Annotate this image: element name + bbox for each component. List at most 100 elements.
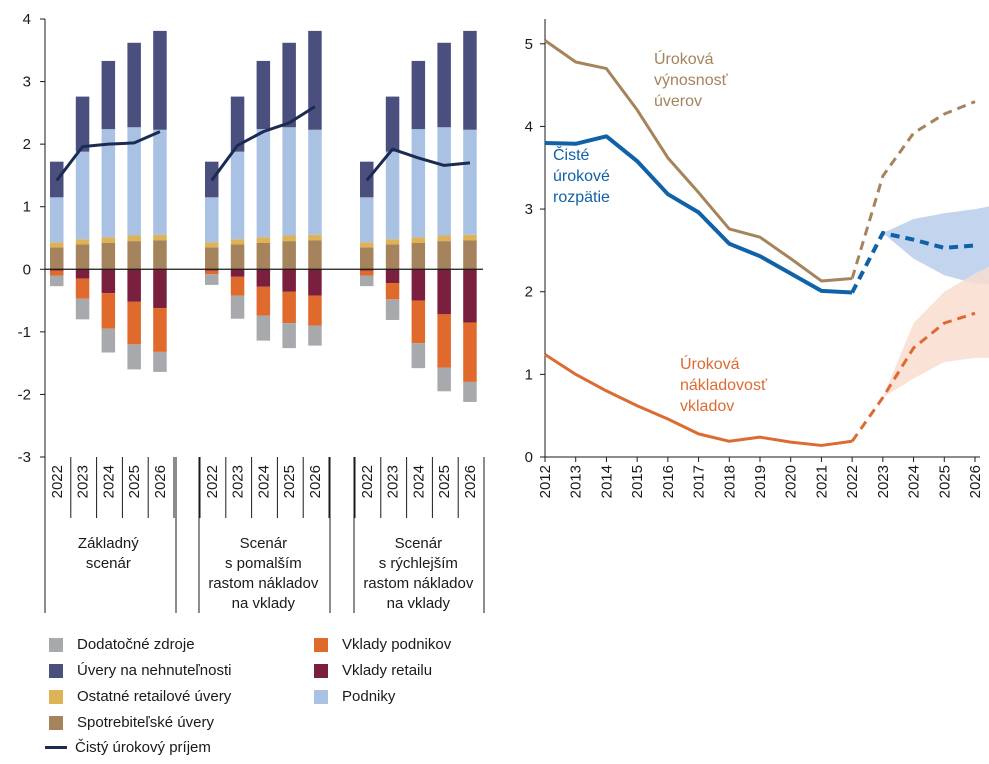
- series-line-actual: [544, 353, 853, 447]
- legend-label: Úvery na nehnuteľnosti: [77, 662, 232, 679]
- y-tick-label: 1: [23, 199, 31, 216]
- bar-segment: [153, 234, 167, 241]
- legend-label: Spotrebiteľské úvery: [77, 714, 214, 731]
- bar-segment: [205, 242, 219, 248]
- bar-segment: [411, 60, 426, 130]
- bar-segment: [205, 270, 219, 275]
- legend-label: Čistý úrokový príjem: [75, 739, 211, 756]
- bar-segment: [256, 243, 271, 270]
- series-line-actual: [544, 134, 853, 295]
- group-label: na vklady: [387, 595, 451, 612]
- bar-segment: [308, 30, 322, 130]
- bar-segment: [153, 351, 167, 372]
- y-tick-label: 2: [23, 136, 31, 153]
- x-tick-label: 2021: [813, 465, 830, 498]
- bar-segment: [463, 322, 477, 382]
- bar-segment: [101, 293, 116, 329]
- bar-segment: [153, 129, 167, 235]
- legend-swatch: [49, 637, 63, 652]
- bar-segment: [256, 286, 271, 316]
- bar-segment: [437, 235, 451, 242]
- bar-segment: [385, 239, 400, 245]
- bar-segment: [437, 314, 451, 368]
- x-tick-label: 2023: [230, 465, 247, 498]
- bar-segment: [205, 247, 219, 270]
- bar-segment: [75, 244, 90, 270]
- series-line-projection: [850, 230, 976, 294]
- bar-segment: [437, 367, 451, 392]
- series-label: Čisté: [553, 145, 590, 164]
- bar-segment: [101, 237, 116, 244]
- bar-segment: [360, 242, 374, 248]
- bar-segment: [153, 240, 167, 270]
- bar-segment: [230, 295, 245, 319]
- bar-segment: [75, 298, 90, 320]
- y-tick-label: -3: [18, 449, 31, 466]
- series-label: úrokové: [553, 168, 610, 185]
- bar-segment: [308, 129, 322, 235]
- x-tick-label: 2025: [126, 465, 143, 498]
- x-tick-label: 2020: [783, 465, 800, 498]
- net-interest-income-line: [210, 105, 316, 182]
- bar-segment: [360, 197, 374, 243]
- x-tick-label: 2017: [691, 465, 708, 498]
- x-tick-label: 2025: [936, 465, 953, 498]
- x-tick-label: 2019: [752, 465, 769, 498]
- bar-segment: [463, 129, 477, 235]
- bar-segment: [437, 241, 451, 270]
- bar-segment: [385, 283, 400, 300]
- x-tick-label: 2012: [537, 465, 554, 498]
- bar-segment: [308, 269, 322, 296]
- legend-swatch: [314, 689, 328, 704]
- bar-segment: [127, 241, 141, 270]
- legend-label: Vklady retailu: [342, 662, 433, 679]
- group-label: scenár: [86, 555, 131, 572]
- y-tick-label: 1: [525, 366, 533, 383]
- bar-segment: [50, 197, 64, 243]
- bar-segment: [308, 240, 322, 270]
- series-label: Úroková: [680, 354, 740, 373]
- y-tick-label: 4: [23, 11, 31, 28]
- bar-segment: [463, 240, 477, 270]
- bar-segment: [385, 96, 400, 152]
- y-tick-label: 3: [23, 74, 31, 91]
- bar-segment: [75, 239, 90, 245]
- series-label: Úroková: [654, 49, 714, 68]
- bar-segment: [308, 234, 322, 241]
- bar-segment: [308, 325, 322, 346]
- bar-segment: [50, 242, 64, 248]
- bar-segment: [282, 235, 296, 242]
- bar-segment: [411, 269, 426, 301]
- legend-item-vklady-podnikov: Vklady podnikov: [314, 636, 451, 653]
- bar-segment: [463, 30, 477, 130]
- bar-segment: [75, 269, 90, 279]
- y-tick-label: 5: [525, 36, 533, 53]
- y-tick-label: 2: [525, 284, 533, 301]
- bar-segment: [101, 269, 116, 294]
- bar-segment: [230, 96, 245, 152]
- series-label: vkladov: [680, 398, 734, 415]
- bar-segment: [282, 323, 296, 349]
- bar-segment: [153, 308, 167, 352]
- series-label: úverov: [654, 93, 702, 110]
- group-label: s pomalším: [225, 555, 302, 572]
- legend-item-ostatne-retailove-uvery: Ostatné retailové úvery: [49, 688, 231, 705]
- bar-segment: [75, 278, 90, 299]
- bar-segment: [411, 237, 426, 244]
- bar-segment: [385, 269, 400, 284]
- y-tick-label: 3: [525, 201, 533, 218]
- group-label: Základný: [78, 535, 139, 552]
- bar-segment: [50, 270, 64, 276]
- bar-segment: [153, 269, 167, 309]
- bar-segment: [463, 269, 477, 323]
- bar-segment: [101, 243, 116, 270]
- bar-segment: [385, 244, 400, 270]
- legend-label: Ostatné retailové úvery: [77, 688, 232, 705]
- y-tick-label: 4: [525, 118, 533, 135]
- legend-item-vklady-retailu: Vklady retailu: [314, 662, 432, 679]
- group-label: rastom nákladov: [363, 575, 474, 592]
- series-label: rozpätie: [553, 189, 610, 206]
- bar-segment: [360, 275, 374, 287]
- bar-segment: [230, 244, 245, 270]
